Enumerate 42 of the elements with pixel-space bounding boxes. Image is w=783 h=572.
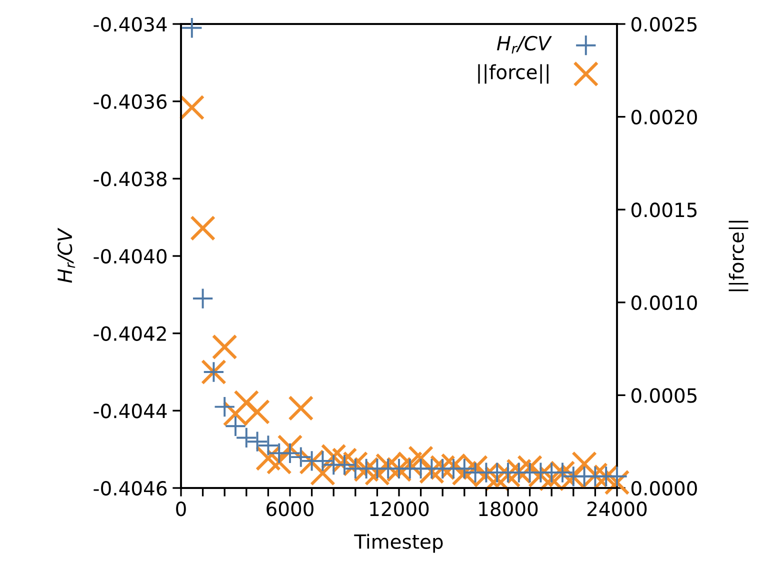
y2-tick-label: 0.0010 <box>631 295 697 310</box>
x-tick-label: 24000 <box>587 502 647 516</box>
legend-label: ||force|| <box>478 64 548 84</box>
y2-tick-label: 0.0000 <box>631 480 697 496</box>
y-axis-title: H$_{r}$/CV <box>57 228 76 283</box>
point <box>247 432 268 452</box>
point <box>280 443 300 464</box>
legend-label: H$_{r}$/CV <box>496 36 552 54</box>
point <box>226 416 246 436</box>
y2-tick-label: 0.0015 <box>631 202 697 218</box>
point <box>288 395 314 421</box>
y2-tick-label: 0.0005 <box>631 388 697 403</box>
point <box>214 396 234 417</box>
y-tick-label: -0.4040 <box>94 248 167 264</box>
y-tick-label: -0.4038 <box>94 172 166 186</box>
point <box>190 215 216 241</box>
x-tick-label: 18000 <box>479 502 538 516</box>
y2-tick-label: 0.0020 <box>631 110 697 124</box>
x-axis-title: Timestep <box>354 534 443 553</box>
x-tick-label: 12000 <box>370 502 429 516</box>
point <box>572 451 598 477</box>
point <box>291 447 311 467</box>
y-tick-label: -0.4046 <box>94 480 167 496</box>
point <box>334 454 354 475</box>
y2-tick-label: 0.0025 <box>631 16 697 32</box>
point <box>182 18 202 38</box>
point <box>212 334 238 360</box>
y-tick-label: -0.4044 <box>94 404 167 418</box>
x-tick-label: 6000 <box>266 502 314 516</box>
point <box>454 458 474 478</box>
y-tick-label: -0.4036 <box>94 94 167 109</box>
point <box>312 451 333 471</box>
point <box>408 446 434 472</box>
point <box>234 390 260 416</box>
y-tick-label: -0.4042 <box>94 326 166 341</box>
point <box>192 288 213 308</box>
point <box>607 466 627 486</box>
x-tick-label: 0 <box>176 502 186 516</box>
point <box>179 94 205 120</box>
point <box>258 436 278 456</box>
y2-axis-title: ||force|| <box>728 220 748 292</box>
y-tick-label: -0.4034 <box>94 16 167 32</box>
